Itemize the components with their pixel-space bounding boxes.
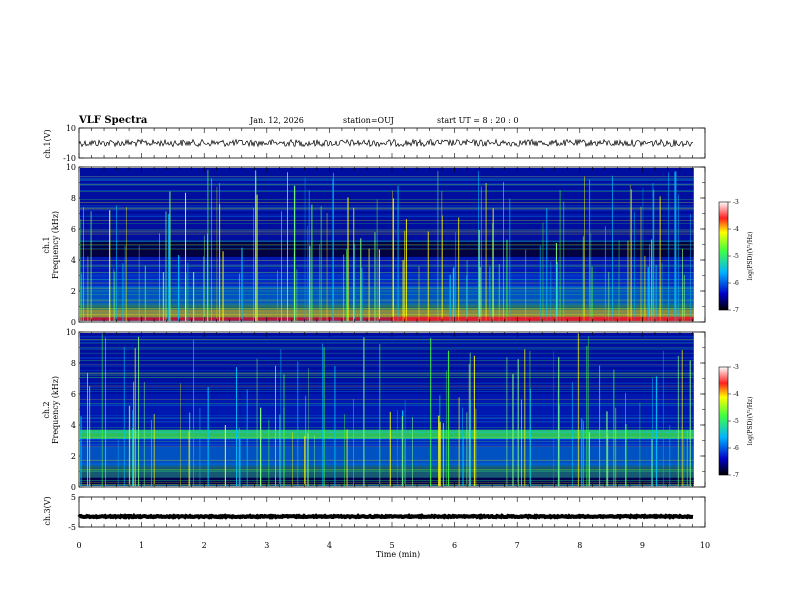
colorbar-tick-label: -5 <box>733 253 739 260</box>
y-tick-label: 5 <box>71 493 76 502</box>
colorbar-gradient <box>718 366 729 476</box>
x-tick-label: 1 <box>139 541 144 550</box>
y-tick-label: 10 <box>66 163 76 172</box>
panel-ch2-spectrogram: 0 2 4 6 8 10 <box>66 328 706 492</box>
xlabel-time: Time (min) <box>376 550 420 559</box>
x-tick-label: 5 <box>389 541 394 550</box>
y-tick-label: 4 <box>71 256 76 265</box>
colorbar-tick-label: -7 <box>733 307 739 314</box>
x-axis: 0 1 2 3 4 5 6 7 8 9 10 <box>76 541 710 550</box>
spectrogram-band <box>80 333 694 394</box>
x-tick-label: 10 <box>700 541 710 550</box>
start-time-label: start UT = 8 : 20 : 0 <box>437 116 518 125</box>
y-tick-label: 10 <box>66 124 76 133</box>
spectrogram-band <box>80 241 694 257</box>
colorbar-tick-label: -6 <box>733 445 739 452</box>
spectrogram-band <box>80 394 694 430</box>
x-tick-label: 7 <box>515 541 520 550</box>
y-tick-label: 6 <box>71 390 76 399</box>
panel-ch1-spectrogram: 0 2 4 6 8 10 <box>66 163 706 327</box>
x-tick-label: 6 <box>452 541 457 550</box>
panel-frame-1 <box>78 166 706 323</box>
y-tick-label: 2 <box>71 452 76 461</box>
spectrogram-band <box>392 316 694 322</box>
colorbar-tick-label: -6 <box>733 280 739 287</box>
spectrogram-band <box>80 256 694 273</box>
x-tick-label: 3 <box>264 541 269 550</box>
spectrogram-band <box>80 168 694 242</box>
colorbar-tick-label: -3 <box>733 364 739 371</box>
panel-frame-0 <box>78 127 706 159</box>
x-tick-label: 0 <box>76 541 81 550</box>
colorbar-tick-label: -4 <box>733 391 739 398</box>
colorbar-ch1: -3 -4 -5 -6 -7 log(PSD)(V²/Hz) <box>718 199 754 314</box>
panel-frame-3 <box>78 496 706 528</box>
ylabel-ch3-waveform: ch.3(V) <box>43 496 52 525</box>
colorbar-tick-label: -3 <box>733 199 739 206</box>
waveform-line <box>77 513 694 520</box>
y-tick-label: 8 <box>71 359 76 368</box>
figure-title: VLF Spectra <box>78 115 148 126</box>
spectrogram-band <box>80 446 694 466</box>
spectrogram-band <box>80 317 694 321</box>
colorbar-tick-label: -4 <box>733 226 739 233</box>
ylabel-ch2-spectrogram-line2: Frequency (kHz) <box>51 376 60 444</box>
y-tick-label: -10 <box>63 154 76 163</box>
x-tick-label: 4 <box>327 541 332 550</box>
waveform-line <box>78 138 694 148</box>
x-tick-label: 9 <box>640 541 645 550</box>
spectrogram-band <box>80 438 694 447</box>
spectrogram-band <box>80 272 694 288</box>
spectrogram-band <box>80 303 694 310</box>
y-tick-label: 10 <box>66 328 76 337</box>
y-tick-label: 6 <box>71 225 76 234</box>
colorbar-gradient <box>718 201 729 311</box>
colorbar-label: log(PSD)(V²/Hz) <box>747 232 754 281</box>
colorbar-ch2: -3 -4 -5 -6 -7 log(PSD)(V²/Hz) <box>718 364 754 479</box>
panel-frame-2 <box>78 331 706 488</box>
ylabel-ch2-spectrogram-line1: ch.2 <box>42 401 51 418</box>
y-tick-label: 2 <box>71 287 76 296</box>
ylabel-ch1-waveform: ch.1(V) <box>43 129 52 158</box>
x-tick-label: 2 <box>202 541 207 550</box>
y-tick-label: -5 <box>68 523 76 532</box>
colorbar-tick-label: -5 <box>733 418 739 425</box>
ylabel-ch1-spectrogram-line1: ch.1 <box>42 236 51 253</box>
x-tick-label: 8 <box>577 541 582 550</box>
y-tick-label: 4 <box>71 421 76 430</box>
y-tick-label: 0 <box>71 318 76 327</box>
station-label: station=OUJ <box>343 116 394 125</box>
y-tick-label: 0 <box>71 483 76 492</box>
panel-ch1-waveform: 10 -10 <box>63 124 706 163</box>
spectrogram-band <box>80 429 694 439</box>
date-label: Jan. 12, 2026 <box>249 116 304 125</box>
spectrogram-band <box>80 309 694 318</box>
colorbar-tick-label: -7 <box>733 472 739 479</box>
panel-ch3-waveform: 5 -5 <box>68 493 706 532</box>
ylabel-ch1-spectrogram-line2: Frequency (kHz) <box>51 211 60 279</box>
spectrogram-band <box>80 477 694 486</box>
y-tick-label: 8 <box>71 194 76 203</box>
colorbar-label: log(PSD)(V²/Hz) <box>747 397 754 446</box>
